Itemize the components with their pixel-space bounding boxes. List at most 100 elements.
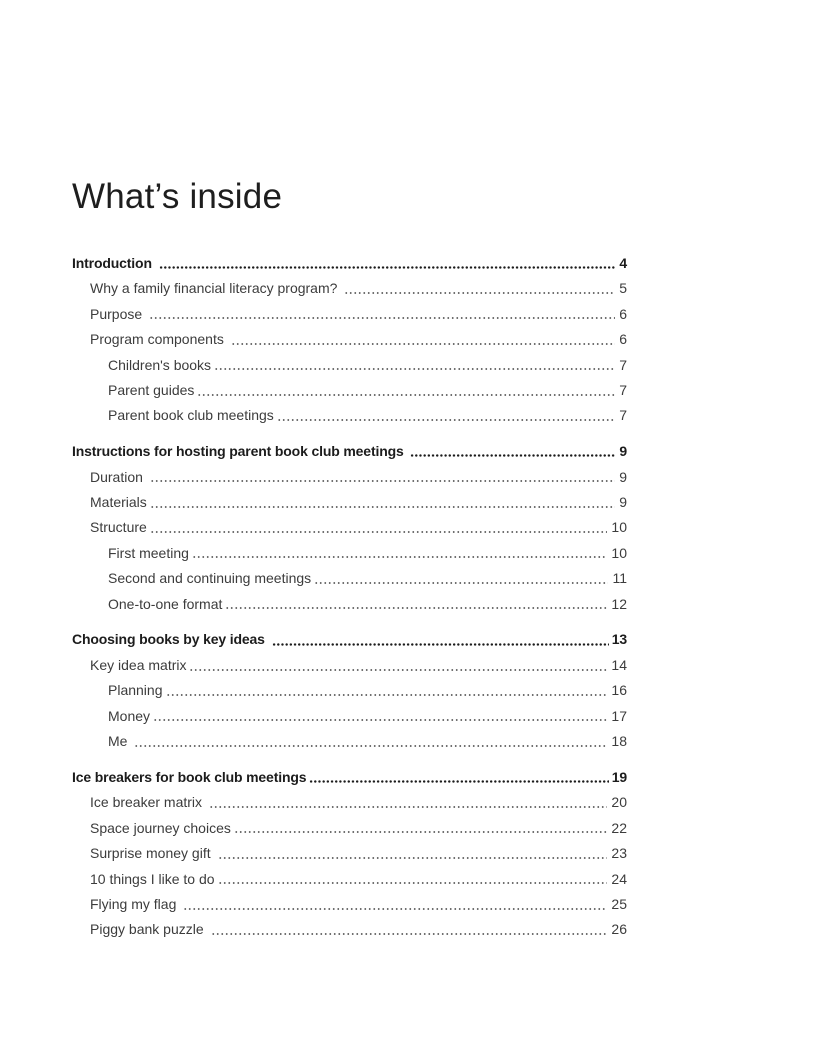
toc-entry-row: Space journey choices 22 [72,815,627,842]
toc-entry-label: Flying my flag [90,895,181,912]
toc-section: Ice breakers for book club meetings 19 Ice… [72,764,627,943]
dot-leader [214,352,616,379]
toc-entry-page-number: 11 [612,570,627,587]
toc-entry-row: Me 18 [72,729,627,755]
dot-leader [276,403,616,429]
toc-entry-label: Introduction [72,255,156,271]
dot-leader [217,841,608,867]
toc-entry-label: Duration [90,468,147,485]
toc-entry-label: Piggy bank puzzle [90,921,208,938]
toc-entry-row: Program components 6 [72,327,627,353]
toc-entry-page-number: 18 [611,733,627,750]
toc-entry-page-number: 5 [619,280,627,297]
toc-entry-row: Second and continuing meetings 11 [72,566,627,592]
toc-entry-row: Key idea matrix 14 [72,652,627,679]
dot-leader [314,566,609,592]
toc-entry-label: Parent guides [108,382,195,399]
dot-leader [149,490,616,516]
toc-section: Instructions for hosting parent book clu… [72,439,627,618]
toc-entry-label: Money [108,707,151,724]
toc-entry-page-number: 17 [611,707,627,724]
toc-entry-row: Money 17 [72,703,627,730]
toc-entry-row: Surprise money gift 23 [72,841,627,867]
toc-entry-label: Instructions for hosting parent book clu… [72,443,408,460]
toc-entry-row: Piggy bank puzzle 26 [72,917,627,943]
toc-entry-label: Parent book club meetings [108,407,274,424]
toc-entry-page-number: 22 [611,819,627,836]
dot-leader [153,703,608,730]
toc-entry-row: One-to-one format 12 [72,591,627,618]
toc-entry-row: Purpose 6 [72,301,627,328]
dot-leader [210,917,608,943]
toc-entry-label: Space journey choices [90,819,231,836]
toc-entry-row: Parent book club meetings 7 [72,403,627,429]
toc-entry-label: Second and continuing meetings [108,570,312,587]
dot-leader [191,540,608,567]
dot-leader [197,378,616,404]
dot-leader [271,627,609,653]
toc-entry-page-number: 9 [619,494,627,511]
toc-entry-page-number: 10 [611,544,627,561]
toc-entry-page-number: 19 [611,768,627,785]
toc-entry-label: First meeting [108,544,189,561]
toc-entry-page-number: 6 [619,331,627,348]
toc-entry-row: First meeting 10 [72,540,627,567]
toc-entry-page-number: 23 [611,845,627,862]
toc-entry-page-number: 20 [611,794,627,811]
dot-leader [233,815,608,842]
toc-entry-page-number: 7 [619,356,627,373]
dot-leader [158,251,617,277]
toc-entry-page-number: 4 [619,255,627,271]
toc-entry-page-number: 9 [619,468,627,485]
toc-entry-label: Purpose [90,305,147,322]
toc-section: Choosing books by key ideas 13 Key idea m… [72,627,627,755]
toc-heading-row: Introduction 4 [72,251,627,277]
toc-entry-label: One-to-one format [108,595,223,612]
toc-entry-row: Structure 10 [72,515,627,541]
toc-entry-page-number: 26 [611,921,627,938]
toc-entry-row: Planning 16 [72,678,627,704]
dot-leader [134,729,608,755]
toc-entry-page-number: 9 [619,443,627,460]
toc-entry-label: Why a family financial literacy program? [90,280,342,297]
toc-entry-row: 10 things I like to do 24 [72,866,627,892]
dot-leader [165,678,608,704]
toc-section: Introduction 4 Why a family financial lit… [72,251,627,429]
toc-entry-page-number: 10 [611,519,627,536]
toc-entry-label: 10 things I like to do [90,870,215,887]
dot-leader [230,327,616,353]
toc-entry-page-number: 25 [611,895,627,912]
toc-entry-page-number: 16 [611,682,627,699]
toc-entry-page-number: 12 [611,595,627,612]
dot-leader [309,764,609,791]
dot-leader [149,301,616,328]
toc-entry-label: Program components [90,331,228,348]
table-of-contents: Introduction 4 Why a family financial lit… [72,251,627,943]
dot-leader [208,790,608,816]
dot-leader [410,439,617,465]
dot-leader [183,891,608,918]
dot-leader [217,866,608,892]
toc-entry-row: Duration 9 [72,464,627,491]
toc-entry-label: Ice breaker matrix [90,794,206,811]
toc-entry-label: Ice breakers for book club meetings [72,768,307,785]
toc-entry-page-number: 13 [611,631,627,648]
toc-entry-page-number: 24 [611,870,627,887]
dot-leader [149,515,608,541]
toc-heading-row: Ice breakers for book club meetings 19 [72,764,627,791]
toc-entry-row: Parent guides 7 [72,378,627,404]
toc-entry-page-number: 14 [611,656,627,673]
page-title: What’s inside [72,177,283,216]
toc-entry-page-number: 7 [619,382,627,399]
toc-entry-label: Children's books [108,356,212,373]
toc-entry-row: Flying my flag 25 [72,891,627,918]
toc-entry-label: Materials [90,494,147,511]
toc-entry-label: Me [108,733,132,750]
toc-heading-row: Choosing books by key ideas 13 [72,627,627,653]
toc-entry-row: Children's books 7 [72,352,627,379]
toc-entry-page-number: 7 [619,407,627,424]
toc-entry-label: Surprise money gift [90,845,215,862]
toc-entry-row: Ice breaker matrix 20 [72,790,627,816]
toc-entry-label: Structure [90,519,147,536]
dot-leader [189,652,608,679]
